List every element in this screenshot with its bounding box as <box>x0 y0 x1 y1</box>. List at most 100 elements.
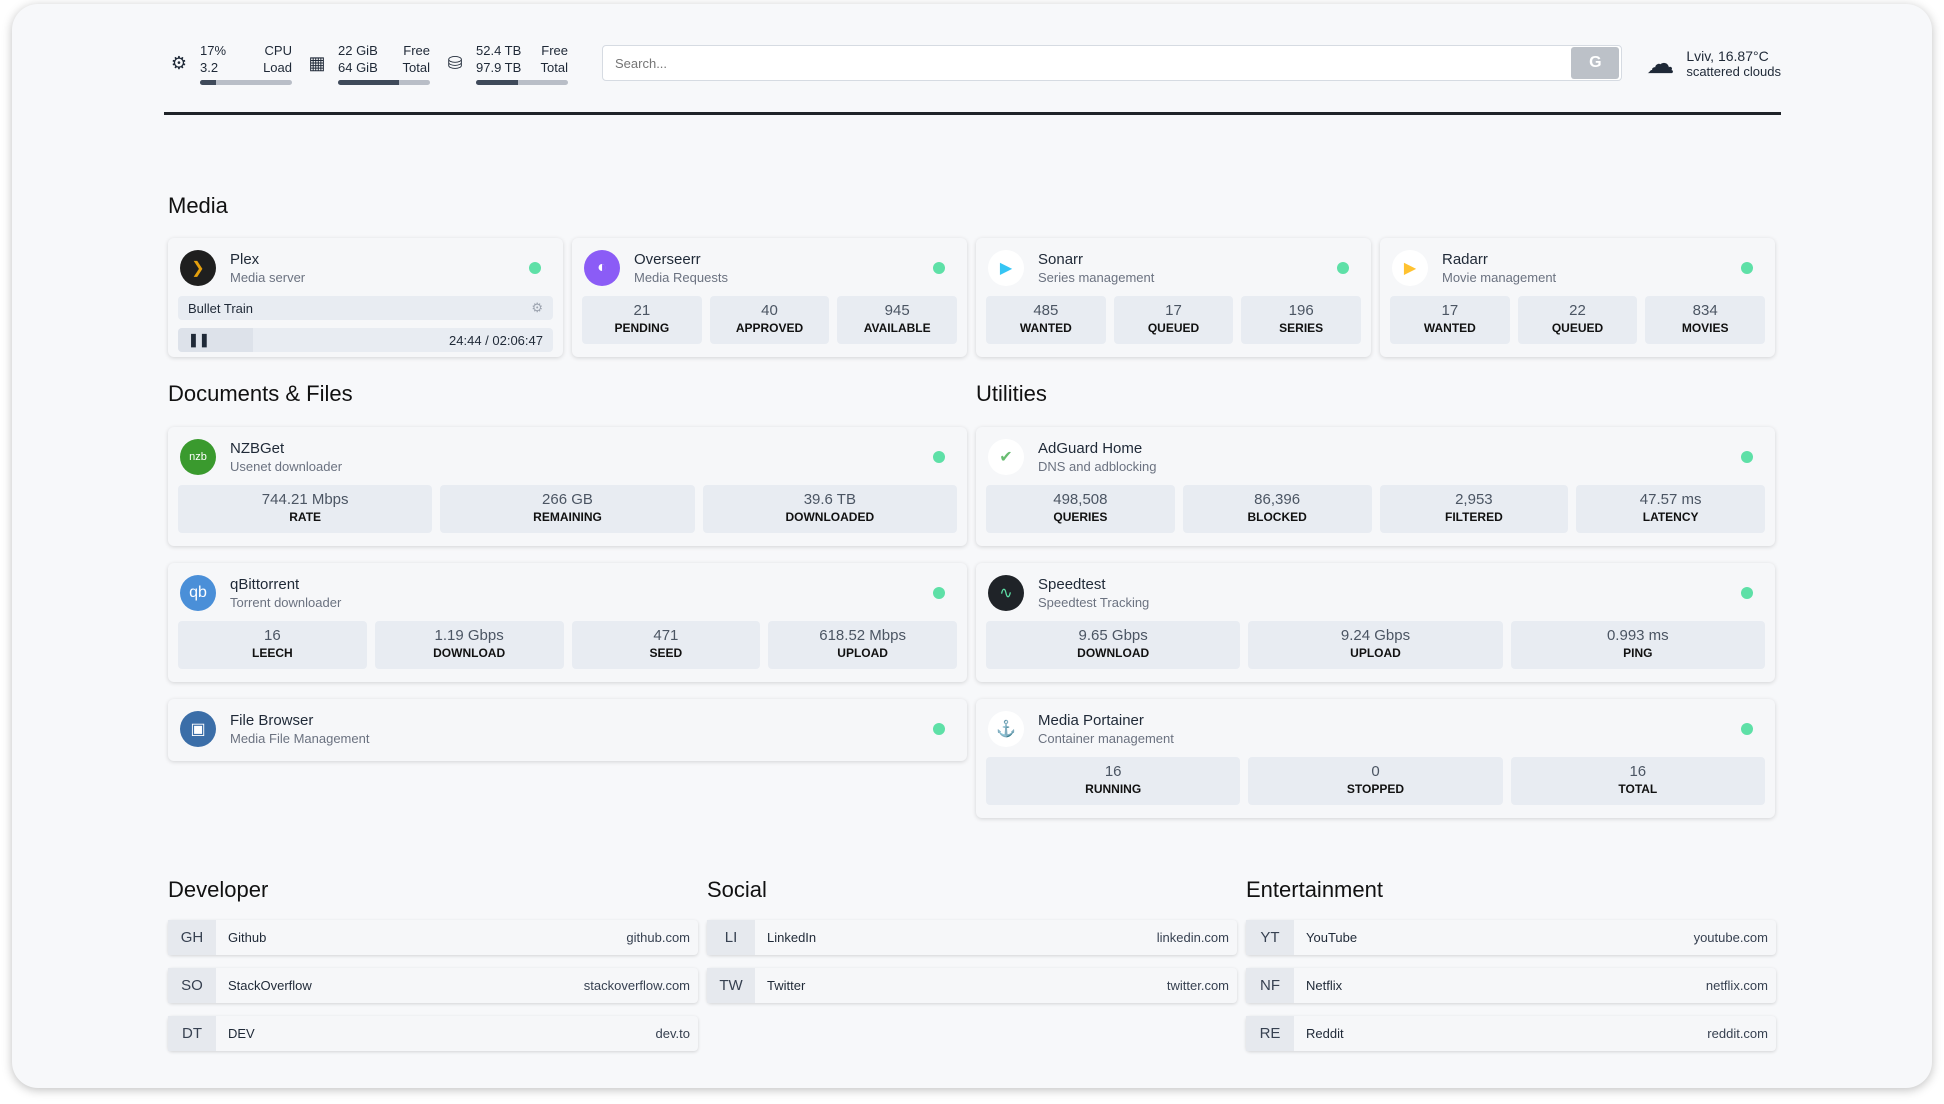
section-social: Social <box>707 877 767 902</box>
service-desc: Media File Management <box>230 731 370 746</box>
bookmark-url: dev.to <box>655 1026 690 1041</box>
stat-queries: 498,508 QUERIES <box>986 485 1175 533</box>
service-name: qBittorrent <box>230 576 300 593</box>
overseerr-icon: ◐ <box>584 250 620 286</box>
bookmark-url: twitter.com <box>1166 978 1229 993</box>
playback-bar[interactable]: ❚❚ 24:44 / 02:06:47 <box>178 328 553 352</box>
bookmark-youtube[interactable]: YT YouTube youtube.com <box>1246 920 1776 955</box>
bookmark-name: DEV <box>228 1026 255 1041</box>
stat-value: 2,953 <box>1455 491 1493 508</box>
ram-total: 64 GiB <box>338 59 378 75</box>
ram-free: 22 GiB <box>338 42 378 58</box>
bookmark-stackoverflow[interactable]: SO StackOverflow stackoverflow.com <box>168 968 698 1003</box>
window <box>12 4 1932 1088</box>
stat-approved: 40 APPROVED <box>709 296 830 344</box>
section-developer: Developer <box>168 877 269 902</box>
search-input[interactable] <box>603 55 1572 71</box>
nzbget-icon: nzb <box>180 439 216 475</box>
stat-value: 618.52 Mbps <box>819 627 906 644</box>
status-dot <box>1741 262 1753 274</box>
bookmark-abbr: NF <box>1246 968 1294 1003</box>
speedtest-icon: ∿ <box>988 575 1024 611</box>
qbittorrent-icon: qb <box>180 575 216 611</box>
bookmark-github[interactable]: GH Github github.com <box>168 920 698 955</box>
stat-value: 86,396 <box>1254 491 1301 508</box>
ram-free-label: Free <box>403 42 430 58</box>
pause-icon[interactable]: ❚❚ <box>188 332 210 347</box>
stat-value: 17 <box>1441 302 1459 319</box>
stat-value: 498,508 <box>1053 491 1108 508</box>
service-card-plex[interactable]: ❯ Plex Media server Bullet Train ⚙ ❚❚ 24:44… <box>168 238 563 357</box>
stat-value: 9.65 Gbps <box>1078 627 1148 644</box>
stat-running: 16 RUNNING <box>986 757 1241 805</box>
stat-value: 945 <box>884 302 910 319</box>
stat-label: DOWNLOAD <box>433 646 506 660</box>
service-name: Media Portainer <box>1038 712 1144 729</box>
plex-icon: ❯ <box>180 250 216 286</box>
bookmark-dev[interactable]: DT DEV dev.to <box>168 1016 698 1051</box>
stat-label: FILTERED <box>1444 510 1503 524</box>
service-desc: Usenet downloader <box>230 459 343 474</box>
status-dot <box>1741 723 1753 735</box>
search-engine-button[interactable]: G <box>1571 47 1620 79</box>
stat-label: LATENCY <box>1642 510 1699 524</box>
service-card-radarr[interactable]: ▶ Radarr Movie management 17 WANTED 22 QUEUE… <box>1380 238 1775 357</box>
stat-value: 9.24 Gbps <box>1340 627 1411 644</box>
service-card-file-browser[interactable]: ▣ File Browser Media File Management <box>168 699 967 761</box>
bookmark-name: Github <box>228 930 267 945</box>
stat-wanted: 17 WANTED <box>1390 296 1510 344</box>
bookmark-twitter[interactable]: TW Twitter twitter.com <box>707 968 1237 1003</box>
stat-movies: 834 MOVIES <box>1645 296 1766 344</box>
service-card-speedtest[interactable]: ∿ Speedtest Speedtest Tracking 9.65 Gbps D… <box>976 563 1775 682</box>
service-card-media-portainer[interactable]: ⚓ Media Portainer Container management 16… <box>976 699 1775 818</box>
stat-label: UPLOAD <box>1350 646 1401 660</box>
service-name: Sonarr <box>1038 251 1084 268</box>
bookmark-netflix[interactable]: NF Netflix netflix.com <box>1246 968 1776 1003</box>
service-desc: Speedtest Tracking <box>1038 595 1150 610</box>
stat-remaining: 266 GB REMAINING <box>440 485 695 533</box>
cpu-widget: ⚙ 17% CPU 3.2 Load <box>168 42 292 85</box>
bookmark-name: YouTube <box>1306 930 1358 945</box>
stat-label: TOTAL <box>1618 782 1658 796</box>
stat-label: QUEUED <box>1551 321 1604 335</box>
bookmark-reddit[interactable]: RE Reddit reddit.com <box>1246 1016 1776 1051</box>
bookmark-linkedin[interactable]: LI LinkedIn linkedin.com <box>707 920 1237 955</box>
stat-label: WANTED <box>1423 321 1476 335</box>
stat-upload: 618.52 Mbps UPLOAD <box>768 621 957 669</box>
service-name: AdGuard Home <box>1038 440 1143 457</box>
service-card-adguard-home[interactable]: ✔ AdGuard Home DNS and adblocking 498,508… <box>976 427 1775 546</box>
bookmark-abbr: GH <box>168 920 216 955</box>
stat-value: 16 <box>1104 763 1122 780</box>
status-dot <box>529 262 541 274</box>
stat-blocked: 86,396 BLOCKED <box>1182 485 1372 533</box>
status-dot <box>933 587 945 599</box>
stat-label: RATE <box>289 510 322 524</box>
cpu-bar <box>200 79 292 85</box>
stat-ping: 0.993 ms PING <box>1510 621 1765 669</box>
stat-pending: 21 PENDING <box>582 296 702 344</box>
now-playing: Bullet Train ⚙ <box>178 296 553 320</box>
disk-total: 97.9 TB <box>476 59 522 75</box>
service-card-sonarr[interactable]: ▶ Sonarr Series management 485 WANTED 17 QUE… <box>976 238 1371 357</box>
bookmark-name: Netflix <box>1306 978 1343 993</box>
cpu-usage: 17% <box>200 42 227 58</box>
settings-icon[interactable]: ⚙ <box>531 300 543 315</box>
divider <box>164 112 1781 115</box>
stat-upload: 9.24 Gbps UPLOAD <box>1248 621 1503 669</box>
stat-value: 22 <box>1569 302 1586 319</box>
stat-seed: 471 SEED <box>571 621 761 669</box>
service-card-overseerr[interactable]: ◐ Overseerr Media Requests 21 PENDING 40 APP… <box>572 238 967 357</box>
ram-widget: ▦ 22 GiB Free 64 GiB Total <box>306 42 430 85</box>
memory-icon: ▦ <box>308 52 326 73</box>
service-card-qbittorrent[interactable]: qb qBittorrent Torrent downloader 16 LEECH… <box>168 563 967 682</box>
stat-value: 266 GB <box>542 491 593 508</box>
stat-series: 196 SERIES <box>1241 296 1362 344</box>
media-portainer-icon: ⚓ <box>988 711 1024 747</box>
stat-value: 47.57 ms <box>1639 491 1702 508</box>
service-name: Overseerr <box>634 251 701 268</box>
service-name: Speedtest <box>1038 576 1106 593</box>
stat-label: RUNNING <box>1085 782 1142 796</box>
service-card-nzbget[interactable]: nzb NZBGet Usenet downloader 744.21 Mbps R… <box>168 427 967 546</box>
service-desc: Container management <box>1038 731 1174 746</box>
ram-total-label: Total <box>402 59 430 75</box>
